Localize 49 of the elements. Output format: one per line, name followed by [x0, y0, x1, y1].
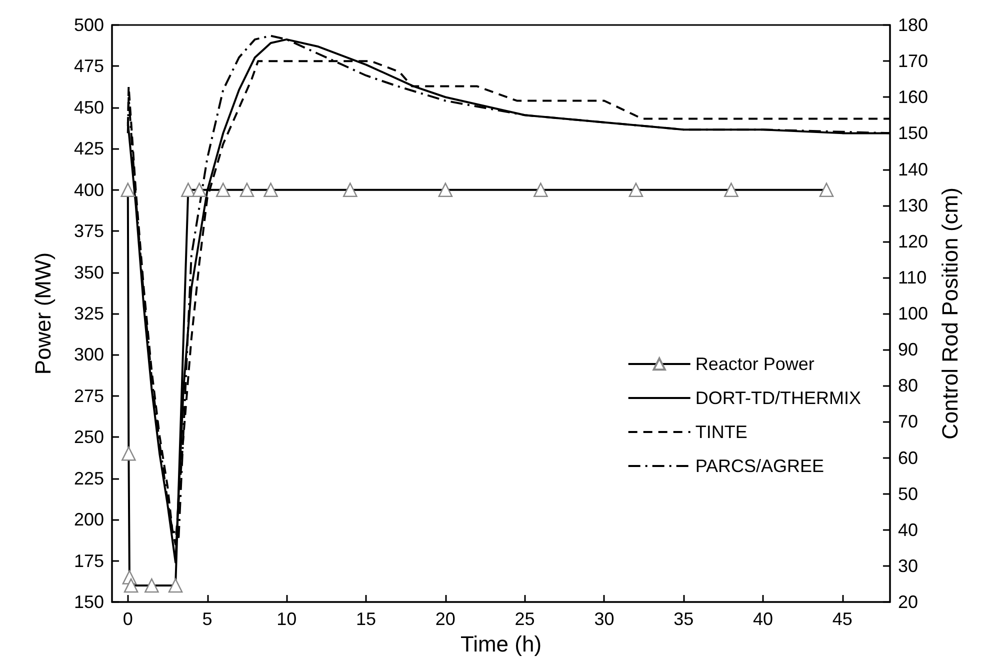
y-tick-label: 400 [74, 180, 104, 200]
y2-axis-title: Control Rod Position (cm) [937, 188, 962, 440]
legend-label: PARCS/AGREE [695, 456, 824, 476]
y2-tick-label: 100 [898, 304, 928, 324]
y-tick-label: 450 [74, 97, 104, 118]
y-tick-label: 475 [74, 56, 104, 76]
y2-tick-label: 30 [898, 556, 918, 576]
legend-label: DORT-TD/THERMIX [695, 388, 862, 408]
x-tick-label: 15 [356, 609, 376, 629]
legend-label: Reactor Power [695, 354, 814, 374]
y2-tick-label: 180 [898, 15, 928, 35]
legend-label: TINTE [695, 422, 748, 442]
y2-tick-label: 140 [898, 159, 928, 180]
y2-tick-label: 70 [898, 412, 918, 432]
y-tick-label: 350 [74, 262, 104, 282]
x-axis-title: Time (h) [460, 631, 542, 656]
y-tick-label: 300 [74, 344, 104, 365]
y2-tick-label: 50 [898, 484, 918, 504]
y2-tick-label: 80 [898, 376, 918, 396]
y2-tick-label: 150 [898, 123, 928, 144]
y-tick-label: 150 [74, 592, 104, 612]
y2-tick-label: 40 [898, 520, 918, 540]
y2-tick-label: 160 [898, 87, 928, 108]
x-tick-label: 45 [832, 609, 852, 629]
y2-tick-label: 20 [898, 592, 918, 612]
y-tick-label: 250 [74, 427, 104, 448]
y2-tick-label: 110 [898, 267, 927, 288]
y-axis-title: Power (MW) [30, 252, 56, 375]
y2-tick-label: 90 [898, 340, 918, 360]
y-tick-label: 500 [74, 15, 104, 35]
x-tick-label: 10 [276, 609, 297, 629]
y-tick-label: 375 [74, 221, 104, 242]
x-tick-label: 30 [594, 609, 614, 629]
x-tick-label: 5 [202, 609, 212, 629]
y-tick-label: 275 [74, 386, 104, 406]
x-tick-label: 40 [752, 609, 773, 629]
y-tick-label: 200 [74, 510, 104, 530]
x-tick-label: 25 [514, 609, 535, 629]
y-tick-label: 425 [74, 138, 104, 159]
y2-tick-label: 120 [898, 231, 928, 252]
y-tick-label: 175 [74, 550, 104, 571]
y-tick-label: 225 [74, 468, 104, 488]
x-tick-label: 35 [674, 609, 694, 629]
x-tick-label: 0 [122, 609, 133, 629]
y-tick-label: 325 [74, 304, 104, 324]
y2-tick-label: 130 [898, 195, 928, 216]
y2-tick-label: 60 [898, 448, 918, 468]
y2-tick-label: 170 [898, 51, 928, 72]
x-tick-label: 20 [435, 609, 456, 629]
